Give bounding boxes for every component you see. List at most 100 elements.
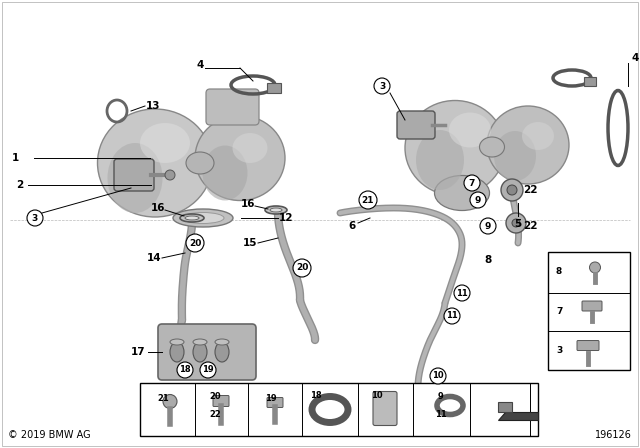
Ellipse shape [193, 339, 207, 345]
FancyBboxPatch shape [114, 159, 154, 191]
Text: 9: 9 [485, 221, 491, 231]
Ellipse shape [182, 212, 224, 224]
Text: 20: 20 [189, 238, 201, 247]
Text: 20: 20 [209, 392, 221, 401]
Text: 10: 10 [432, 371, 444, 380]
Ellipse shape [416, 130, 464, 190]
Bar [548, 252, 630, 370]
Ellipse shape [140, 123, 190, 163]
Circle shape [165, 170, 175, 180]
Ellipse shape [202, 146, 248, 201]
Text: 14: 14 [147, 253, 161, 263]
Ellipse shape [186, 152, 214, 174]
Text: 8: 8 [556, 267, 563, 276]
Circle shape [374, 78, 390, 94]
Text: 20: 20 [296, 263, 308, 272]
Ellipse shape [487, 106, 569, 184]
Circle shape [293, 259, 311, 277]
Text: 21: 21 [362, 195, 374, 204]
Circle shape [430, 368, 446, 384]
Circle shape [501, 179, 523, 201]
Ellipse shape [442, 401, 458, 410]
Ellipse shape [232, 133, 268, 163]
Text: 9: 9 [475, 195, 481, 204]
Text: 1: 1 [12, 153, 19, 163]
Ellipse shape [215, 342, 229, 362]
Circle shape [470, 192, 486, 208]
Text: 9: 9 [438, 392, 444, 401]
Ellipse shape [449, 112, 491, 147]
Ellipse shape [405, 100, 505, 195]
Polygon shape [498, 412, 538, 419]
Text: 15: 15 [243, 238, 257, 248]
Text: 3: 3 [32, 214, 38, 223]
Bar [584, 77, 596, 86]
Circle shape [464, 175, 480, 191]
Ellipse shape [185, 216, 199, 220]
Text: 7: 7 [556, 306, 563, 315]
Text: 18: 18 [179, 366, 191, 375]
Text: 16: 16 [241, 199, 255, 209]
Text: 18: 18 [310, 391, 322, 400]
Circle shape [512, 219, 520, 227]
FancyBboxPatch shape [213, 396, 229, 406]
Text: 6: 6 [348, 221, 356, 231]
Ellipse shape [97, 109, 212, 217]
Ellipse shape [193, 342, 207, 362]
Circle shape [454, 285, 470, 301]
Bar [140, 383, 538, 436]
Ellipse shape [195, 116, 285, 201]
FancyBboxPatch shape [373, 392, 397, 426]
Text: 13: 13 [146, 101, 160, 111]
Text: 16: 16 [151, 203, 165, 213]
Circle shape [177, 362, 193, 378]
FancyBboxPatch shape [397, 111, 435, 139]
Ellipse shape [270, 208, 282, 212]
Text: 19: 19 [202, 366, 214, 375]
Text: 3: 3 [556, 346, 563, 355]
FancyBboxPatch shape [206, 89, 259, 125]
Ellipse shape [170, 342, 184, 362]
Circle shape [186, 234, 204, 252]
Text: © 2019 BMW AG: © 2019 BMW AG [8, 430, 91, 440]
Ellipse shape [479, 137, 504, 157]
FancyBboxPatch shape [582, 301, 602, 311]
Ellipse shape [319, 402, 341, 417]
Ellipse shape [180, 214, 204, 222]
Circle shape [163, 395, 177, 409]
Circle shape [27, 210, 43, 226]
Ellipse shape [265, 206, 287, 214]
Ellipse shape [170, 339, 184, 345]
Text: 196126: 196126 [595, 430, 632, 440]
Ellipse shape [215, 339, 229, 345]
Circle shape [480, 218, 496, 234]
Text: 3: 3 [379, 82, 385, 90]
Ellipse shape [108, 143, 163, 213]
Text: 12: 12 [279, 213, 293, 223]
Ellipse shape [173, 209, 233, 227]
Circle shape [507, 185, 517, 195]
FancyBboxPatch shape [267, 397, 283, 408]
Ellipse shape [494, 131, 536, 181]
FancyBboxPatch shape [158, 324, 256, 380]
Text: 19: 19 [265, 394, 276, 403]
Text: 2: 2 [17, 180, 24, 190]
Circle shape [200, 362, 216, 378]
Text: 22: 22 [523, 221, 537, 231]
Text: 22: 22 [523, 185, 537, 195]
Text: 22: 22 [209, 410, 221, 419]
Text: 11: 11 [456, 289, 468, 297]
Text: 8: 8 [484, 255, 492, 265]
Bar [267, 83, 281, 93]
Ellipse shape [435, 176, 490, 211]
Text: 11: 11 [446, 311, 458, 320]
Text: 5: 5 [515, 219, 522, 229]
Circle shape [589, 262, 600, 273]
Text: 10: 10 [371, 391, 383, 400]
Text: 21: 21 [157, 394, 169, 403]
Text: 4: 4 [631, 53, 639, 63]
Text: 7: 7 [469, 178, 475, 188]
Circle shape [444, 308, 460, 324]
Ellipse shape [522, 122, 554, 150]
Circle shape [506, 213, 526, 233]
